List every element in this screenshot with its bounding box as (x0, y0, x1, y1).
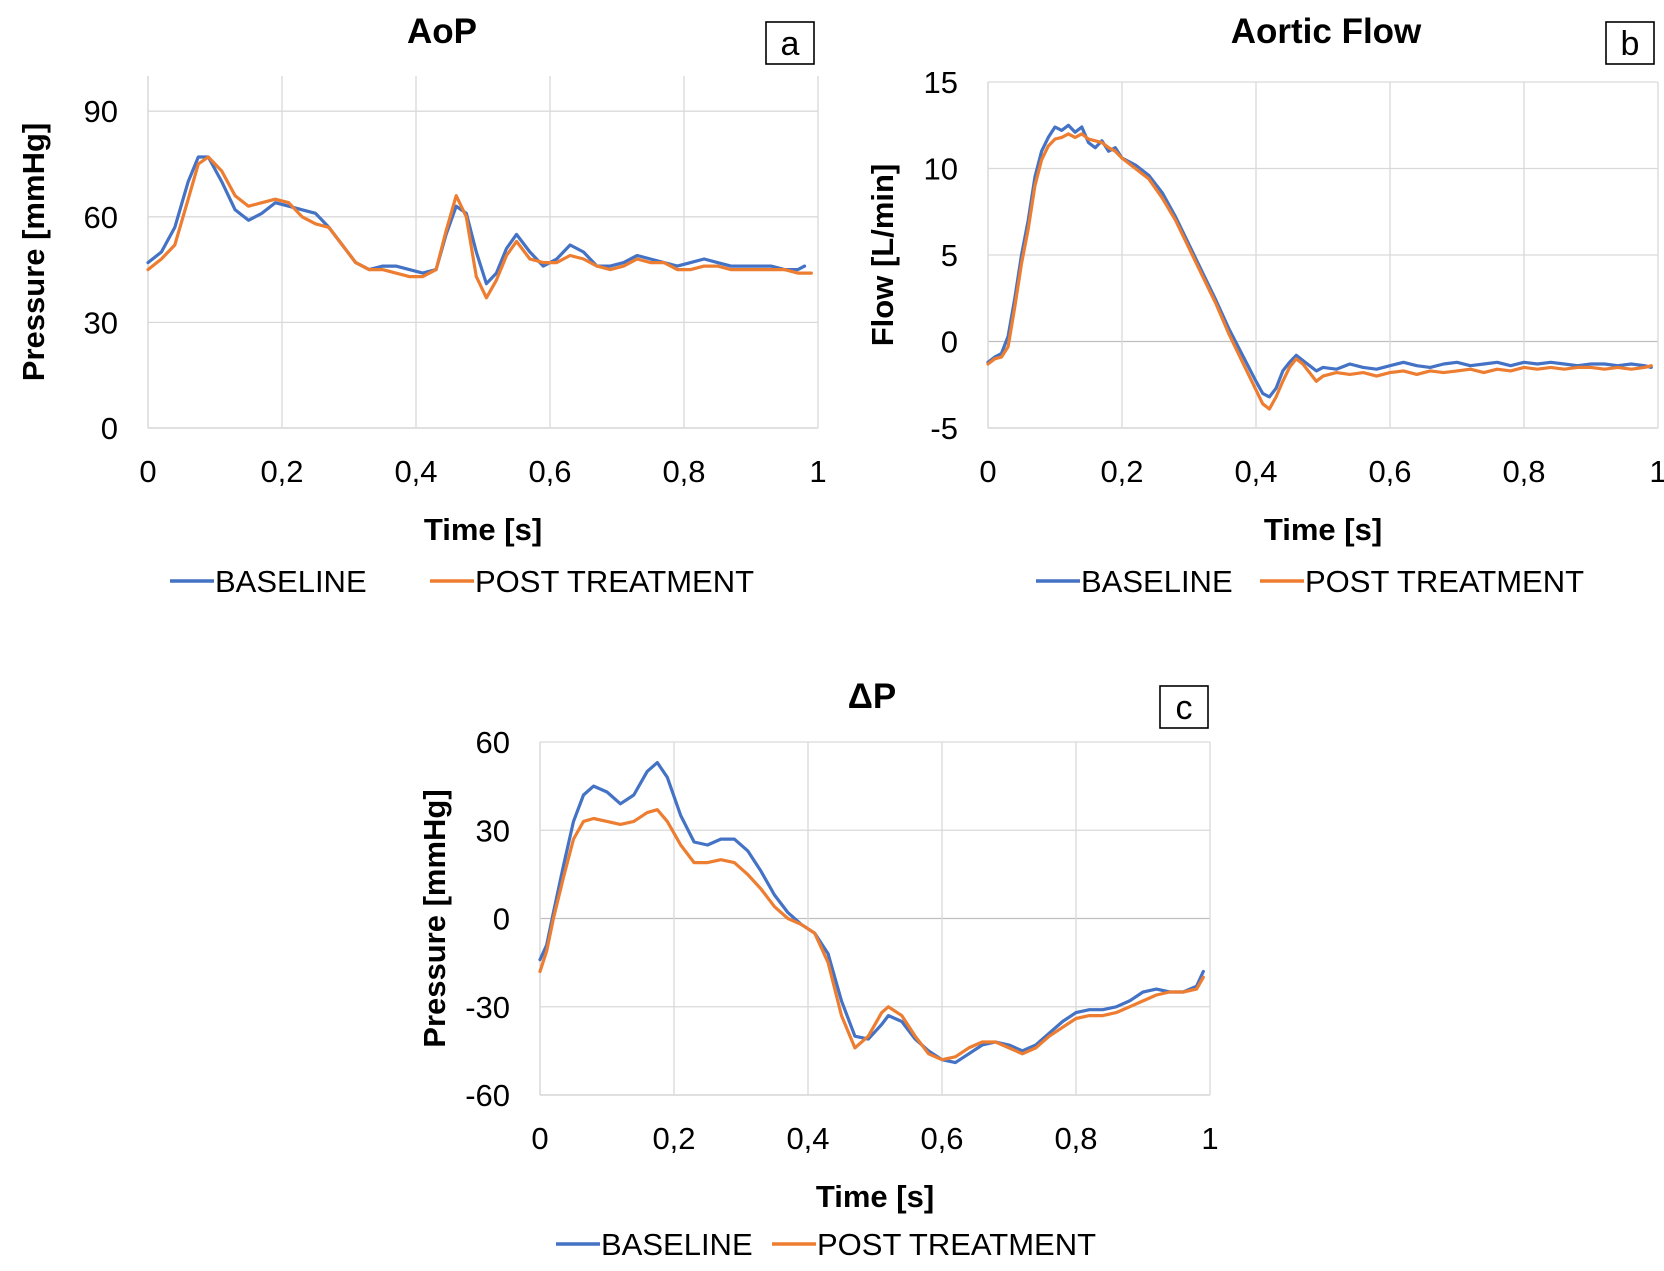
y-tick-label: 90 (84, 94, 118, 129)
x-axis-label: Time [s] (1264, 512, 1382, 547)
y-axis-label: Flow [L/min] (865, 164, 900, 347)
x-tick-label: 1 (1649, 454, 1664, 489)
y-tick-label: 30 (476, 813, 510, 848)
panel-label-box (1605, 21, 1655, 65)
series-line-post-treatment (538, 808, 1205, 1062)
chart-panel-c: -60 -30 0 30 60 0 0,2 0,4 0,6 0,8 1 ΔP c Pressure [mm… (417, 677, 1219, 1262)
panel-label-box (1159, 685, 1209, 729)
legend: BASELINE POST TREATMENT (556, 1227, 1096, 1262)
series-line-baseline (538, 760, 1205, 1065)
x-tick-label: 1 (1201, 1121, 1218, 1156)
y-tick-label: 0 (941, 325, 958, 360)
panel-label: b (1621, 25, 1640, 63)
chart-panel-b: -5 0 5 10 15 0 0,2 0,4 0,6 0,8 1 Aortic Flow b Flow [… (865, 12, 1664, 599)
x-tick-label: 0,2 (652, 1121, 695, 1156)
y-tick-label: 5 (941, 238, 958, 273)
x-tick-label: 0,8 (662, 454, 705, 489)
x-tick-label: 0,4 (786, 1121, 829, 1156)
y-tick-label: 10 (924, 152, 958, 187)
series-line-baseline (146, 155, 807, 286)
series-line-post-treatment (986, 132, 1653, 411)
legend-entry-post-treatment: POST TREATMENT (1305, 564, 1584, 599)
y-tick-label: 0 (101, 411, 118, 446)
y-tick-label: 30 (84, 305, 118, 340)
panel-label: c (1176, 689, 1193, 727)
legend: BASELINE POST TREATMENT (1036, 564, 1584, 599)
x-tick-label: 0,2 (1100, 454, 1143, 489)
y-tick-label: -30 (465, 990, 510, 1025)
legend-entry-baseline: BASELINE (1081, 564, 1233, 599)
x-tick-label: 0 (139, 454, 156, 489)
x-tick-label: 0,4 (1234, 454, 1277, 489)
x-tick-label: 0 (979, 454, 996, 489)
y-tick-label: 60 (84, 200, 118, 235)
y-tick-label: -5 (930, 411, 958, 446)
chart-title: Aortic Flow (1231, 12, 1422, 51)
x-tick-label: 0,6 (528, 454, 571, 489)
chart-panel-a: 0 30 60 90 0 0,2 0,4 0,6 0,8 1 AoP a Pressure [mmHg]… (16, 12, 827, 599)
x-tick-label: 0,6 (920, 1121, 963, 1156)
panel-label-box (765, 21, 815, 65)
x-tick-label: 0,8 (1502, 454, 1545, 489)
legend-entry-post-treatment: POST TREATMENT (817, 1227, 1096, 1262)
x-tick-label: 0,6 (1368, 454, 1411, 489)
x-tick-label: 0 (531, 1121, 548, 1156)
legend: BASELINE POST TREATMENT (170, 564, 754, 599)
x-tick-label: 0,8 (1054, 1121, 1097, 1156)
y-tick-label: -60 (465, 1078, 510, 1113)
y-tick-label: 15 (924, 65, 958, 100)
x-tick-label: 0,4 (394, 454, 437, 489)
legend-entry-baseline: BASELINE (601, 1227, 753, 1262)
y-axis-label: Pressure [mmHg] (16, 123, 51, 381)
x-tick-label: 1 (809, 454, 826, 489)
chart-title: AoP (407, 12, 477, 51)
chart-title: ΔP (848, 677, 897, 716)
y-axis-label: Pressure [mmHg] (417, 789, 452, 1047)
series-line-post-treatment (146, 155, 813, 300)
legend-entry-post-treatment: POST TREATMENT (475, 564, 754, 599)
series-line-baseline (986, 123, 1653, 399)
y-tick-label: 0 (493, 902, 510, 937)
legend-entry-baseline: BASELINE (215, 564, 367, 599)
x-axis-label: Time [s] (424, 512, 542, 547)
y-tick-label: 60 (476, 725, 510, 760)
panel-label: a (781, 25, 800, 63)
x-tick-label: 0,2 (260, 454, 303, 489)
x-axis-label: Time [s] (816, 1179, 934, 1214)
